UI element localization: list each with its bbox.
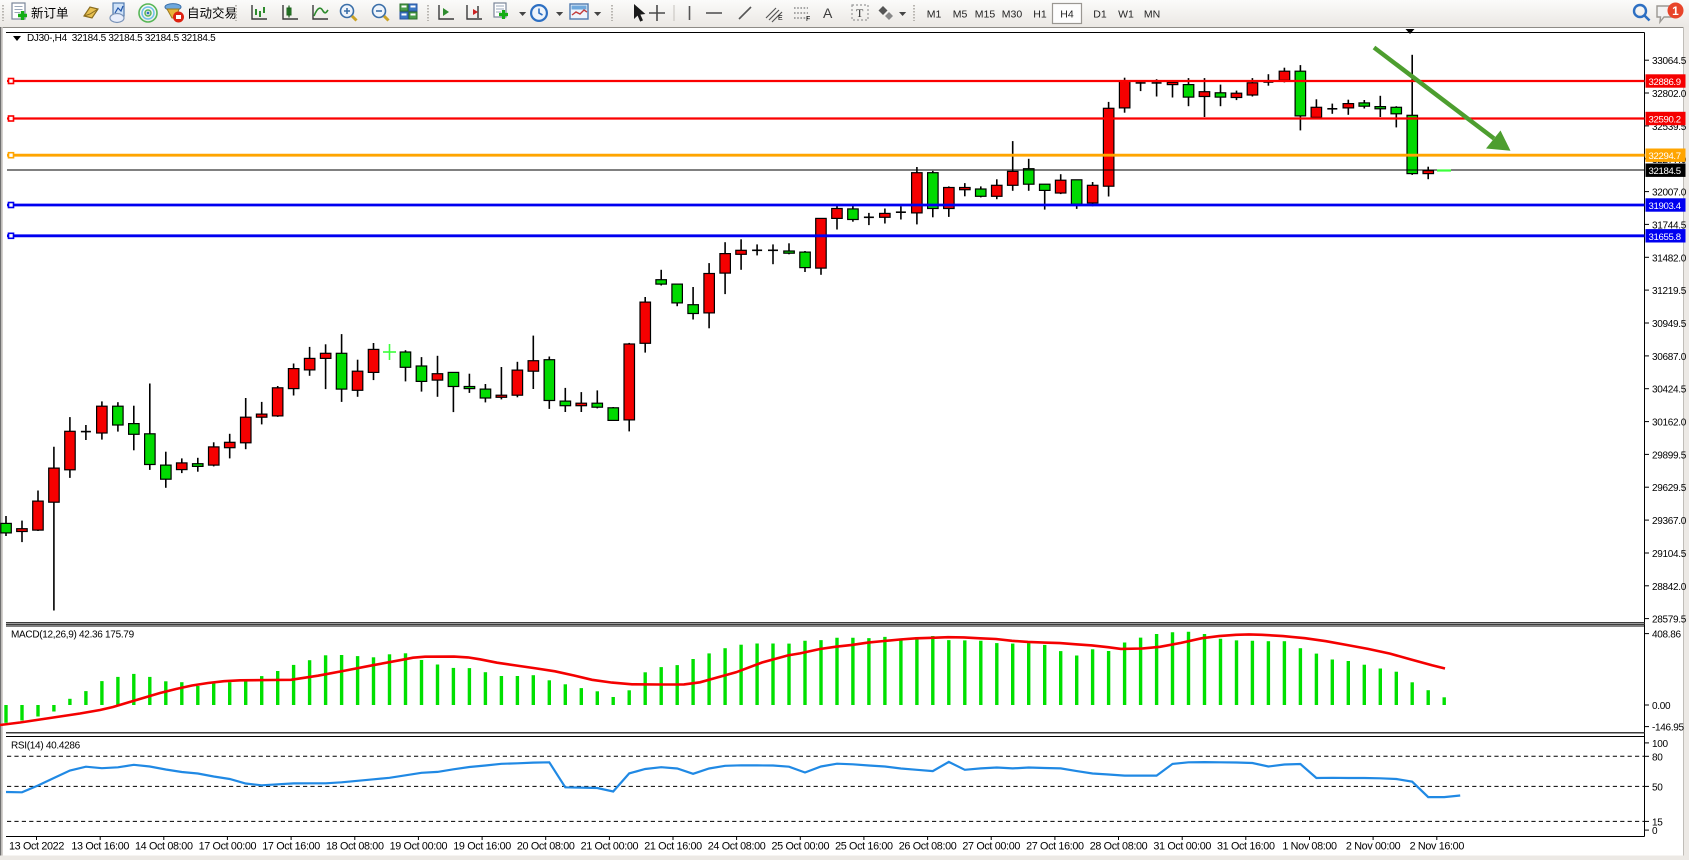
svg-text:408.86: 408.86 — [1652, 630, 1682, 641]
svg-text:31903.4: 31903.4 — [1649, 201, 1682, 212]
svg-text:W1: W1 — [1118, 9, 1134, 21]
svg-text:100: 100 — [1652, 739, 1669, 750]
svg-text:0: 0 — [1652, 826, 1658, 837]
svg-text:30424.5: 30424.5 — [1652, 385, 1687, 396]
svg-text:T: T — [856, 6, 864, 20]
svg-text:17 Oct 16:00: 17 Oct 16:00 — [262, 841, 320, 853]
svg-text:H1: H1 — [1033, 9, 1047, 21]
svg-text:M1: M1 — [927, 9, 942, 21]
svg-text:80: 80 — [1652, 752, 1663, 763]
svg-text:1 Nov 08:00: 1 Nov 08:00 — [1282, 841, 1337, 853]
svg-text:30162.0: 30162.0 — [1652, 418, 1687, 429]
svg-text:30687.0: 30687.0 — [1652, 352, 1687, 363]
svg-text:DJ30-,H4 32184.5 32184.5 3218: DJ30-,H4 32184.5 32184.5 32184.5 32184.5 — [27, 33, 216, 44]
svg-text:32007.0: 32007.0 — [1652, 188, 1687, 199]
svg-text:31 Oct 16:00: 31 Oct 16:00 — [1217, 841, 1275, 853]
svg-text:29899.5: 29899.5 — [1652, 450, 1687, 461]
svg-text:32184.5: 32184.5 — [1649, 166, 1681, 177]
svg-text:21 Oct 16:00: 21 Oct 16:00 — [644, 841, 702, 853]
svg-text:18 Oct 08:00: 18 Oct 08:00 — [326, 841, 384, 853]
svg-text:50: 50 — [1652, 782, 1663, 793]
svg-text:2 Nov 16:00: 2 Nov 16:00 — [1410, 841, 1465, 853]
svg-text:25 Oct 00:00: 25 Oct 00:00 — [771, 841, 829, 853]
svg-text:13 Oct 16:00: 13 Oct 16:00 — [71, 841, 129, 853]
svg-text:MACD(12,26,9) 42.36 175.79: MACD(12,26,9) 42.36 175.79 — [11, 630, 135, 641]
svg-text:D1: D1 — [1093, 9, 1107, 21]
svg-text:30949.5: 30949.5 — [1652, 319, 1687, 330]
svg-text:RSI(14) 40.4286: RSI(14) 40.4286 — [11, 741, 81, 752]
svg-text:29629.5: 29629.5 — [1652, 483, 1687, 494]
svg-text:31219.5: 31219.5 — [1652, 286, 1687, 297]
svg-text:2 Nov 00:00: 2 Nov 00:00 — [1346, 841, 1401, 853]
svg-text:0.00: 0.00 — [1652, 701, 1671, 712]
svg-text:自动交易: 自动交易 — [187, 6, 237, 21]
svg-text:27 Oct 16:00: 27 Oct 16:00 — [1026, 841, 1084, 853]
svg-text:33064.5: 33064.5 — [1652, 56, 1687, 67]
svg-text:M15: M15 — [975, 9, 996, 21]
svg-text:19 Oct 00:00: 19 Oct 00:00 — [390, 841, 448, 853]
svg-text:14 Oct 08:00: 14 Oct 08:00 — [135, 841, 193, 853]
svg-text:MN: MN — [1144, 9, 1160, 21]
svg-text:31482.0: 31482.0 — [1652, 253, 1687, 264]
svg-text:1: 1 — [1672, 4, 1679, 18]
svg-text:32886.9: 32886.9 — [1649, 77, 1681, 88]
svg-text:21 Oct 00:00: 21 Oct 00:00 — [581, 841, 639, 853]
svg-text:-146.95: -146.95 — [1652, 723, 1685, 734]
svg-text:19 Oct 16:00: 19 Oct 16:00 — [453, 841, 511, 853]
svg-text:H4: H4 — [1060, 9, 1074, 21]
svg-text:28842.0: 28842.0 — [1652, 582, 1687, 593]
svg-text:M30: M30 — [1002, 9, 1023, 21]
svg-text:31 Oct 00:00: 31 Oct 00:00 — [1153, 841, 1211, 853]
svg-text:28579.5: 28579.5 — [1652, 615, 1687, 626]
svg-text:25 Oct 16:00: 25 Oct 16:00 — [835, 841, 893, 853]
svg-text:31655.8: 31655.8 — [1649, 232, 1681, 243]
svg-text:17 Oct 00:00: 17 Oct 00:00 — [199, 841, 257, 853]
svg-text:27 Oct 00:00: 27 Oct 00:00 — [962, 841, 1020, 853]
svg-text:新订单: 新订单 — [31, 6, 69, 21]
svg-text:32802.0: 32802.0 — [1652, 89, 1687, 100]
svg-text:13 Oct 2022: 13 Oct 2022 — [9, 841, 64, 853]
svg-text:F: F — [806, 16, 810, 23]
svg-text:29367.0: 29367.0 — [1652, 516, 1687, 527]
svg-text:26 Oct 08:00: 26 Oct 08:00 — [899, 841, 957, 853]
svg-text:M5: M5 — [953, 9, 968, 21]
svg-text:E: E — [778, 15, 783, 22]
svg-text:20 Oct 08:00: 20 Oct 08:00 — [517, 841, 575, 853]
svg-text:A: A — [823, 5, 833, 21]
svg-text:28 Oct 08:00: 28 Oct 08:00 — [1090, 841, 1148, 853]
svg-text:32590.2: 32590.2 — [1649, 115, 1681, 126]
svg-text:24 Oct 08:00: 24 Oct 08:00 — [708, 841, 766, 853]
svg-text:32294.7: 32294.7 — [1649, 151, 1681, 162]
svg-text:29104.5: 29104.5 — [1652, 549, 1687, 560]
